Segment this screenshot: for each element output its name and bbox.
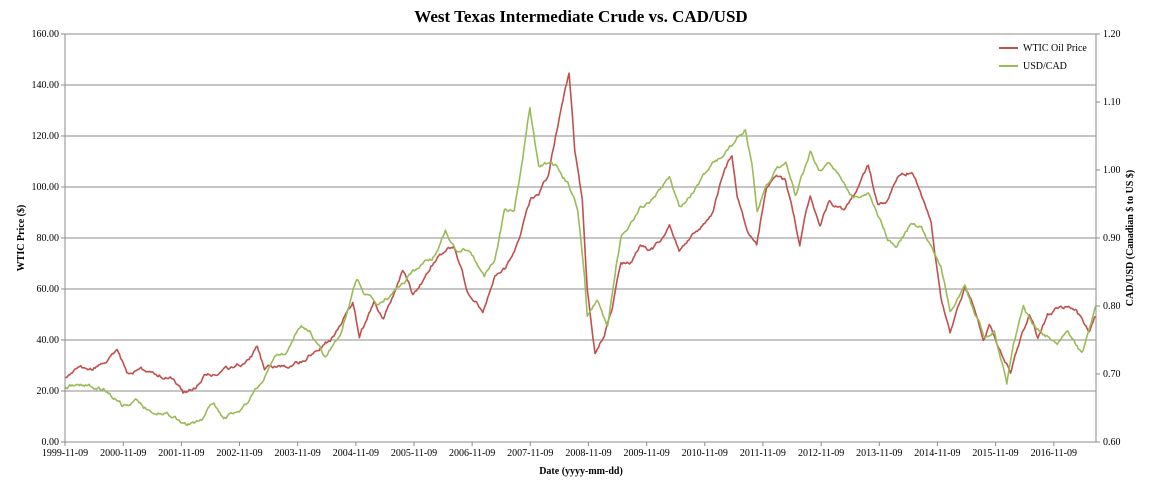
- left-tick-label-8: 160.00: [32, 29, 60, 40]
- x-tick-label-12: 2011-11-09: [740, 448, 786, 459]
- x-tick-label-17: 2016-11-09: [1031, 448, 1077, 459]
- right-tick-label-2: 0.80: [1103, 301, 1121, 312]
- legend-label-wtic: WTIC Oil Price: [1023, 43, 1087, 54]
- left-tick-label-0: 0.00: [42, 437, 60, 448]
- left-tick-label-4: 80.00: [37, 233, 60, 244]
- x-tick-label-4: 2003-11-09: [274, 448, 320, 459]
- x-tick-label-13: 2012-11-09: [798, 448, 844, 459]
- series-lines: [64, 72, 1097, 427]
- series-line-usdcad: [64, 106, 1097, 427]
- series-line-wtic: [64, 72, 1097, 394]
- left-tick-label-2: 40.00: [37, 335, 60, 346]
- x-tick-label-10: 2009-11-09: [624, 448, 670, 459]
- right-tick-label-5: 1.10: [1103, 97, 1121, 108]
- left-tick-label-1: 20.00: [37, 386, 60, 397]
- x-tick-label-8: 2007-11-09: [507, 448, 553, 459]
- right-tick-label-3: 0.90: [1103, 233, 1121, 244]
- left-tick-label-7: 140.00: [32, 80, 60, 91]
- right-tick-label-4: 1.00: [1103, 165, 1121, 176]
- right-tick-label-1: 0.70: [1103, 369, 1121, 380]
- x-tick-label-14: 2013-11-09: [856, 448, 902, 459]
- x-tick-label-0: 1999-11-09: [42, 448, 88, 459]
- left-tick-label-5: 100.00: [32, 182, 60, 193]
- x-tick-label-11: 2010-11-09: [682, 448, 728, 459]
- x-tick-label-5: 2004-11-09: [333, 448, 379, 459]
- x-tick-label-7: 2006-11-09: [449, 448, 495, 459]
- right-axis-label: CAD/USD (Canadian $ to US $): [1125, 170, 1136, 306]
- x-tick-label-2: 2001-11-09: [158, 448, 204, 459]
- x-tick-label-16: 2015-11-09: [972, 448, 1018, 459]
- left-tick-label-6: 120.00: [32, 131, 60, 142]
- chart-title: West Texas Intermediate Crude vs. CAD/US…: [414, 7, 747, 26]
- x-tick-label-6: 2005-11-09: [391, 448, 437, 459]
- legend: WTIC Oil Price USD/CAD: [999, 43, 1087, 72]
- left-axis-label: WTIC Price ($): [16, 205, 27, 272]
- x-tick-label-1: 2000-11-09: [100, 448, 146, 459]
- plot-frame: [64, 33, 1097, 443]
- right-tick-label-6: 1.20: [1103, 29, 1121, 40]
- x-tick-label-9: 2008-11-09: [565, 448, 611, 459]
- x-axis-label: Date (yyyy-mm-dd): [539, 466, 623, 477]
- right-axis-ticks: 0.60 0.70 0.80 0.90 1.00 1.10 1.20: [1096, 29, 1121, 448]
- left-axis-ticks: 0.00 20.00 40.00 60.00 80.00 100.00 120.00 140.…: [32, 29, 65, 448]
- right-tick-label-0: 0.60: [1103, 437, 1121, 448]
- left-tick-label-3: 60.00: [37, 284, 60, 295]
- legend-label-usdcad: USD/CAD: [1023, 61, 1067, 72]
- x-tick-label-3: 2002-11-09: [216, 448, 262, 459]
- x-axis-ticks: 1999-11-09 2000-11-09 2001-11-09 2002-11-09…: [42, 442, 1077, 459]
- x-tick-label-15: 2014-11-09: [914, 448, 960, 459]
